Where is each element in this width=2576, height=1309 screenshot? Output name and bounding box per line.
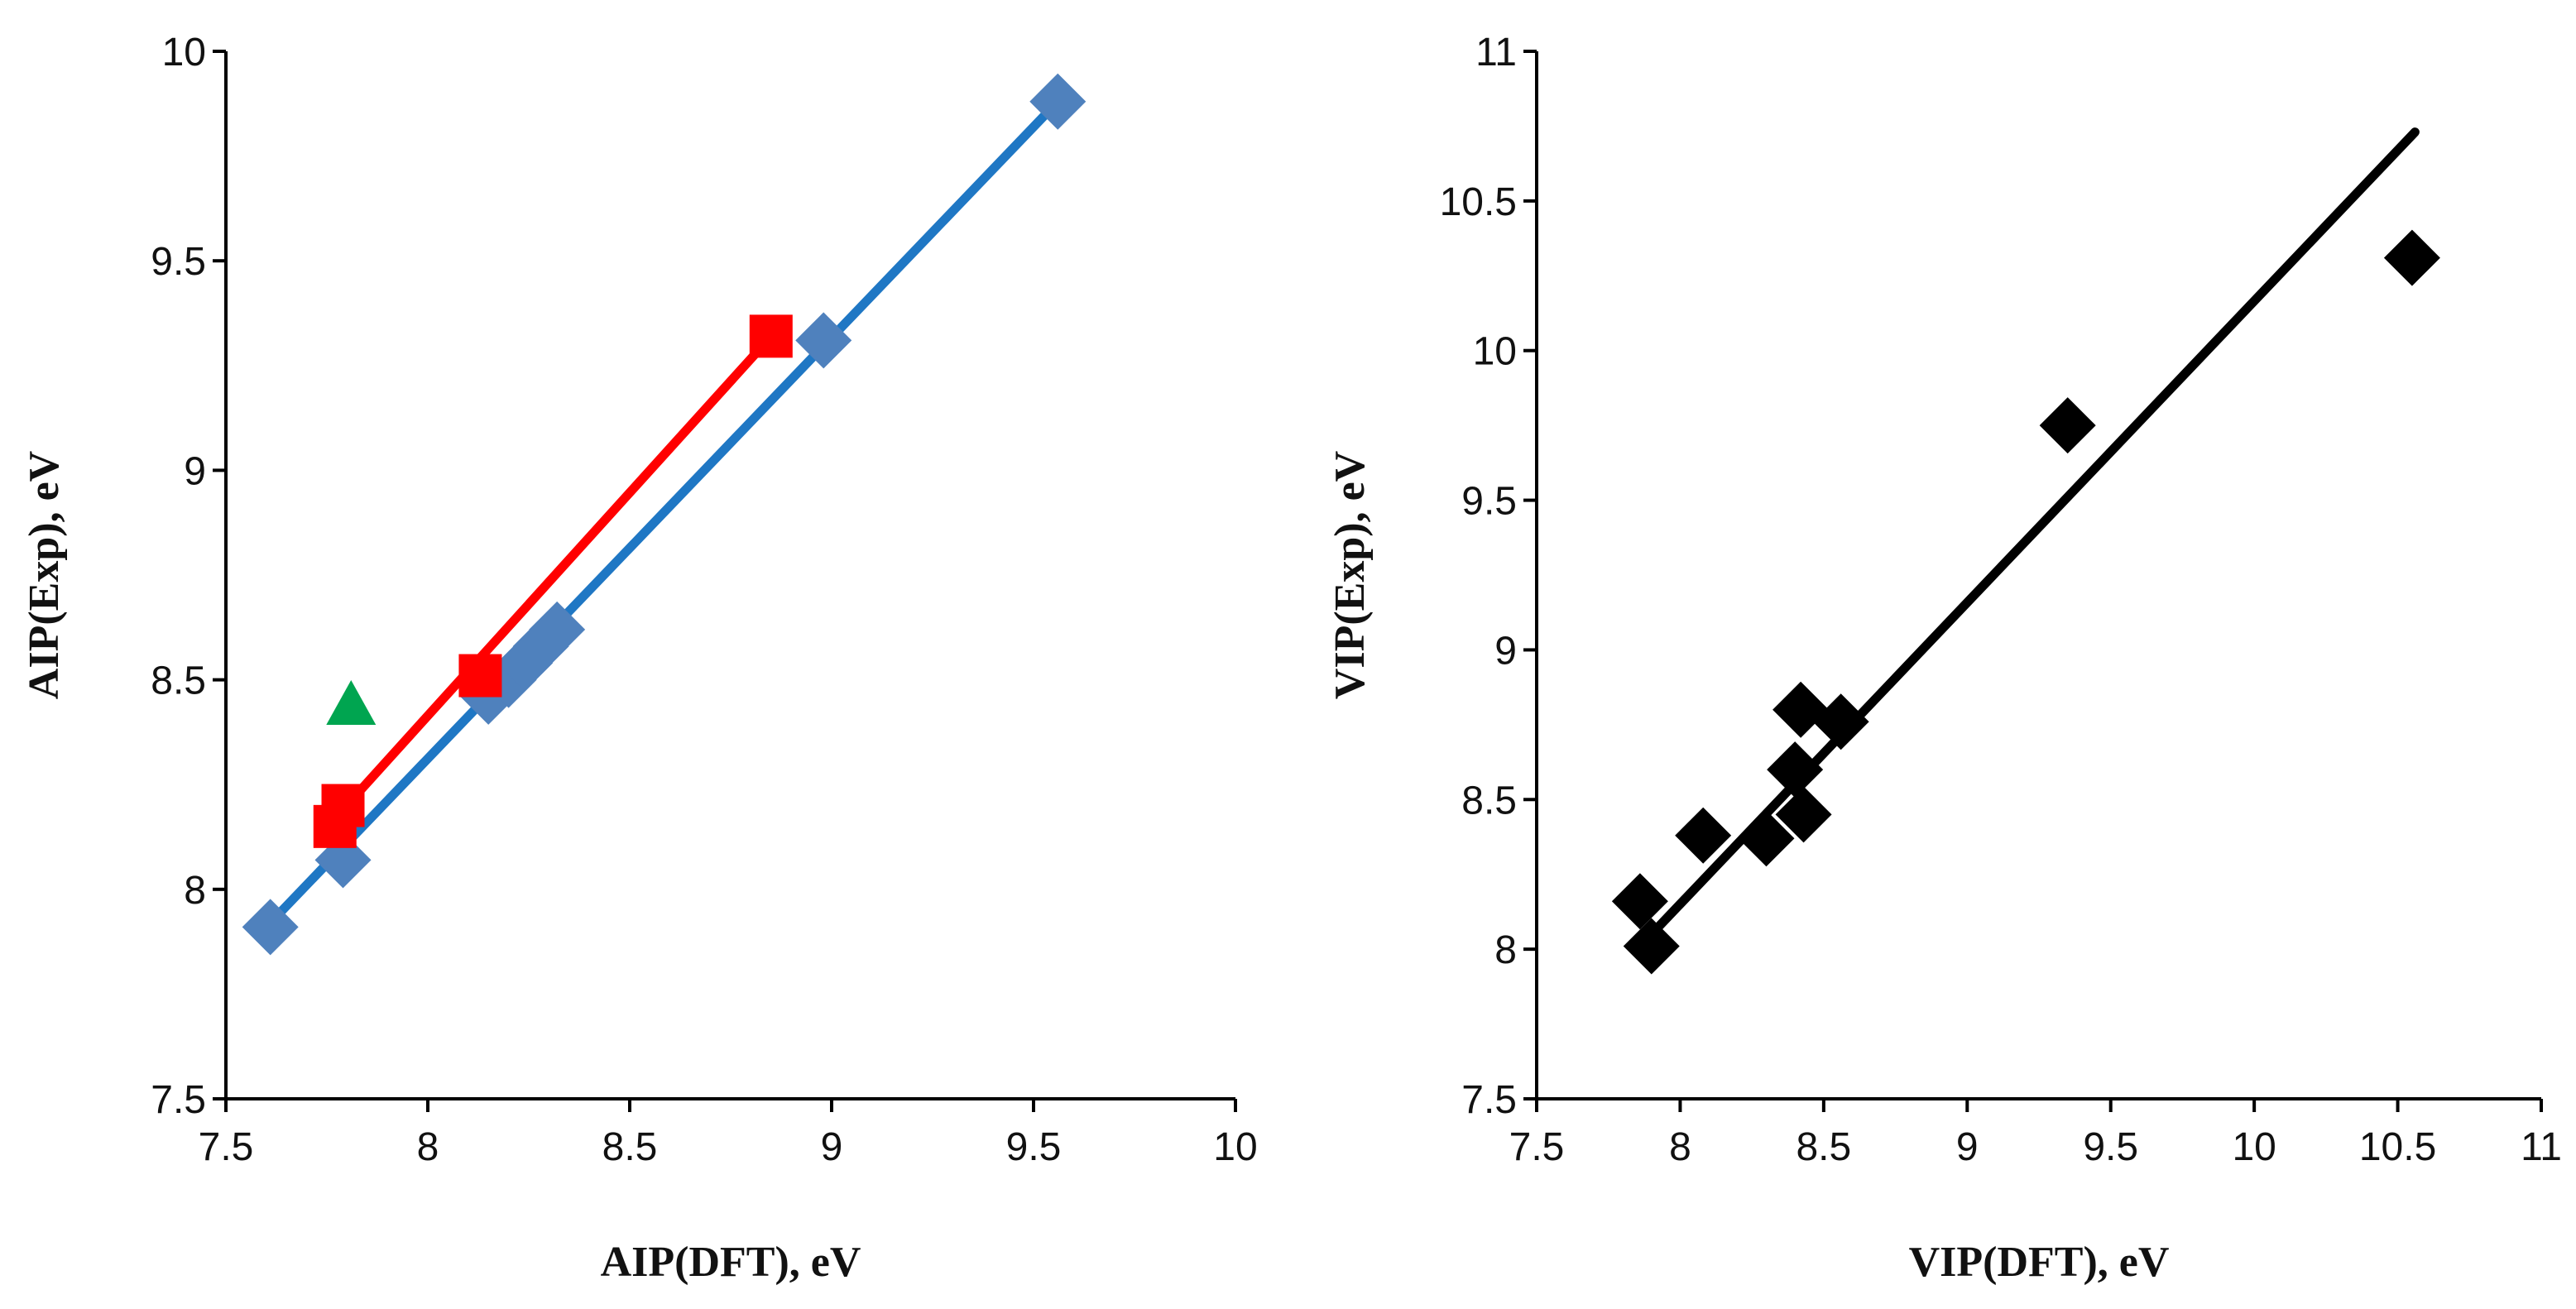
aip-x-tick-label: 8.5 — [602, 1125, 658, 1169]
aip-point-diamond — [314, 832, 372, 889]
aip-trendline-1 — [334, 327, 780, 819]
aip-point-square — [458, 654, 502, 698]
vip-y-tick-label: 9 — [1494, 629, 1517, 673]
vip-point-diamond — [1675, 807, 1732, 864]
vip-y-tick-label: 8.5 — [1461, 779, 1517, 822]
vip-point-diamond — [2383, 229, 2440, 286]
vip-x-tick-label: 10.5 — [2359, 1125, 2436, 1169]
vip-x-tick-label: 9 — [1956, 1125, 1979, 1169]
vip-trendline-0 — [1647, 127, 2420, 939]
aip-x-tick-label: 9.5 — [1006, 1125, 1062, 1169]
vip-point-diamond — [1623, 918, 1680, 975]
vip-chart: 7.5 8 8.5 9 9.5 10 10.5 11 7.5 8 8.5 9 9.5 10 10.5 11 VI… — [1326, 31, 2562, 1286]
aip-point-square — [321, 784, 365, 827]
vip-point-diamond — [1611, 873, 1668, 930]
aip-point-diamond — [529, 601, 586, 658]
vip-y-tick-label: 11 — [1475, 31, 1517, 74]
aip-point-square — [749, 314, 793, 358]
vip-x-tick-label: 8 — [1669, 1125, 1691, 1169]
vip-x-axis-title: VIP(DFT), eV — [1909, 1239, 2170, 1286]
aip-chart: 7.5 8 8.5 9 9.5 10 7.5 8 8.5 9 9.5 10 AIP(DFT), eV AI… — [21, 31, 1258, 1286]
aip-point-diamond — [242, 899, 299, 956]
vip-y-tick-label: 7.5 — [1461, 1078, 1517, 1122]
vip-x-tick-label: 11 — [2521, 1125, 2562, 1169]
vip-point-diamond — [1767, 741, 1824, 798]
aip-y-tick-label: 7.5 — [151, 1078, 206, 1122]
aip-y-tick-label: 10 — [162, 31, 206, 74]
aip-y-tick-label: 9.5 — [151, 240, 206, 284]
vip-y-axis-title: VIP(Exp), eV — [1326, 451, 1374, 699]
vip-y-tick-label: 9.5 — [1461, 480, 1517, 524]
vip-point-diamond — [2039, 397, 2096, 454]
aip-y-tick-label: 8.5 — [151, 659, 206, 703]
vip-x-tick-label: 7.5 — [1509, 1125, 1565, 1169]
aip-x-tick-label: 10 — [1213, 1125, 1257, 1169]
vip-y-tick-label: 10.5 — [1440, 180, 1517, 224]
aip-x-axis-title: AIP(DFT), eV — [601, 1239, 861, 1286]
vip-y-tick-label: 8 — [1494, 928, 1517, 972]
vip-point-diamond — [1812, 693, 1869, 750]
aip-y-tick-label: 9 — [184, 449, 206, 493]
vip-point-diamond — [1775, 786, 1832, 843]
aip-y-axis-title: AIP(Exp), eV — [21, 451, 68, 699]
aip-x-tick-label: 9 — [821, 1125, 843, 1169]
aip-x-tick-label: 8 — [417, 1125, 439, 1169]
vip-point-diamond — [1772, 681, 1830, 738]
vip-point-diamond — [1738, 810, 1795, 867]
vip-x-tick-label: 8.5 — [1796, 1125, 1851, 1169]
aip-trendline-0 — [261, 93, 1067, 932]
vip-x-tick-label: 10 — [2232, 1125, 2276, 1169]
aip-y-tick-label: 8 — [184, 869, 206, 913]
vip-x-tick-label: 9.5 — [2083, 1125, 2138, 1169]
aip-point-triangle — [326, 679, 377, 725]
aip-point-diamond — [795, 312, 852, 369]
vip-y-tick-label: 10 — [1473, 330, 1517, 374]
aip-x-tick-label: 7.5 — [199, 1125, 254, 1169]
aip-point-diamond — [1029, 73, 1087, 130]
